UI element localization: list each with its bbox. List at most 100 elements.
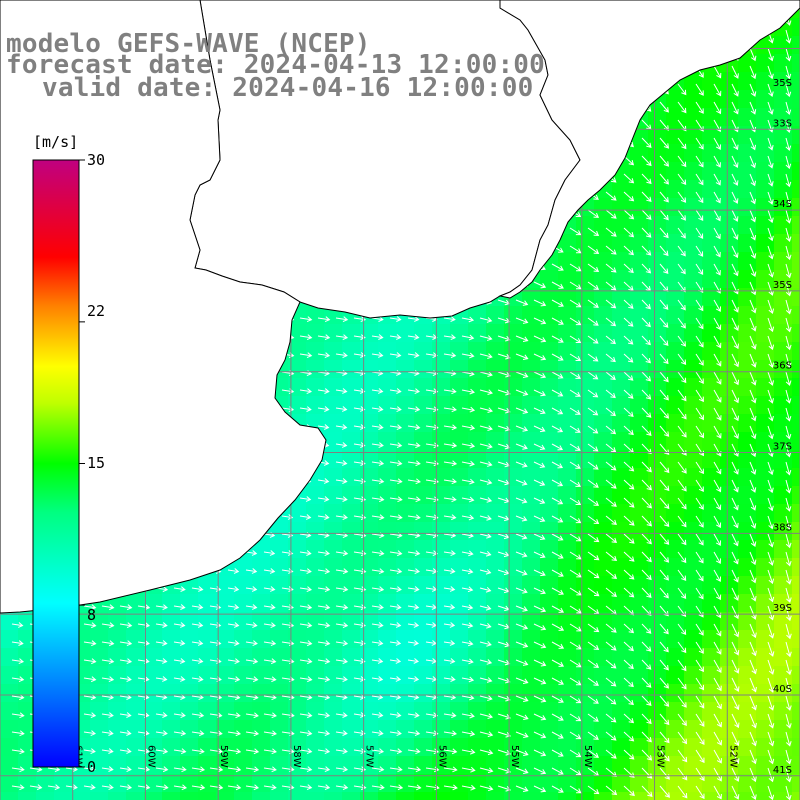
wind-arrow [749, 425, 757, 440]
wind-arrow [695, 623, 704, 636]
wind-cell [540, 720, 558, 738]
wind-arrow [623, 551, 635, 562]
wind-cell [720, 540, 738, 558]
wind-cell [360, 468, 378, 486]
wind-arrow [767, 569, 775, 585]
wind-arrow [623, 209, 635, 220]
wind-cell [144, 702, 162, 720]
wind-arrow [749, 587, 757, 602]
wind-arrow [515, 641, 529, 648]
wind-arrow [731, 137, 739, 151]
wind-arrow [785, 731, 792, 747]
wind-arrow [101, 766, 114, 772]
wind-arrow [407, 478, 421, 485]
wind-arrow [461, 406, 476, 413]
wind-cell [126, 666, 144, 684]
wind-arrow [749, 497, 757, 511]
wind-cell [162, 684, 180, 702]
wind-arrow [641, 155, 652, 167]
wind-cell [126, 738, 144, 756]
wind-arrow [479, 677, 493, 683]
wind-cell [738, 216, 756, 234]
wind-cell [216, 666, 234, 684]
wind-cell [270, 594, 288, 612]
wind-cell [432, 594, 450, 612]
wind-cell [774, 54, 792, 72]
wind-cell [414, 684, 432, 702]
wind-cell [396, 378, 414, 396]
wind-cell [486, 612, 504, 630]
wind-arrow [587, 713, 599, 722]
wind-cell [756, 792, 774, 800]
wind-arrow [731, 335, 739, 350]
wind-arrow [677, 425, 687, 438]
wind-arrow [587, 389, 599, 398]
wind-cell [522, 702, 540, 720]
wind-cell [702, 198, 720, 216]
wind-cell [792, 396, 800, 414]
wind-arrow [623, 317, 634, 327]
wind-arrow [659, 317, 669, 328]
wind-arrow [407, 514, 421, 521]
wind-arrow [317, 406, 330, 412]
wind-cell [702, 288, 720, 306]
wind-cell [0, 720, 18, 738]
wind-cell [702, 774, 720, 792]
wind-cell [486, 414, 504, 432]
wind-cell [792, 90, 800, 108]
wind-arrow [425, 388, 439, 395]
wind-arrow [587, 461, 599, 470]
wind-arrow [587, 425, 599, 434]
wind-arrow [641, 713, 652, 725]
wind-cell [468, 792, 486, 800]
wind-arrow [299, 334, 313, 341]
wind-arrow [677, 137, 687, 150]
wind-cell [414, 666, 432, 684]
wind-cell [126, 774, 144, 792]
wind-cell [0, 702, 18, 720]
wind-arrow [641, 191, 652, 203]
wind-arrow [119, 658, 133, 665]
wind-arrow [335, 334, 349, 341]
wind-arrow [623, 533, 635, 544]
wind-arrow [695, 371, 704, 384]
wind-arrow [605, 443, 617, 453]
wind-arrow [317, 388, 330, 394]
wind-cell [540, 540, 558, 558]
wind-cell [468, 720, 486, 738]
wind-arrow [119, 784, 133, 791]
wind-arrow [227, 730, 241, 737]
wind-cell [792, 54, 800, 72]
wind-arrow [371, 766, 385, 773]
wind-cell [774, 756, 792, 774]
wind-cell [126, 702, 144, 720]
wind-cell [90, 720, 108, 738]
wind-cell [216, 576, 234, 594]
wind-arrow [659, 425, 670, 437]
wind-arrow [317, 514, 330, 520]
wind-cell [720, 486, 738, 504]
wind-arrow [587, 443, 599, 452]
wind-cell [432, 342, 450, 360]
wind-cell [738, 720, 756, 738]
wind-arrow [533, 623, 547, 631]
wind-arrow [479, 767, 494, 774]
wind-arrow [731, 623, 740, 638]
wind-arrow [677, 587, 687, 599]
wind-cell [0, 648, 18, 666]
wind-cell [792, 576, 800, 594]
wind-cell [738, 180, 756, 198]
wind-cell [684, 792, 702, 800]
wind-arrow [83, 694, 97, 701]
wind-cell [720, 126, 738, 144]
wind-arrow [533, 731, 547, 739]
wind-cell [720, 558, 738, 576]
wind-arrow [731, 353, 740, 368]
wind-arrow [497, 371, 511, 378]
wind-cell [720, 90, 738, 108]
wind-arrow [479, 550, 492, 557]
wind-cell [702, 702, 720, 720]
latitude-label: 38S [773, 522, 792, 533]
wind-arrow [515, 353, 529, 360]
wind-cell [522, 306, 540, 324]
